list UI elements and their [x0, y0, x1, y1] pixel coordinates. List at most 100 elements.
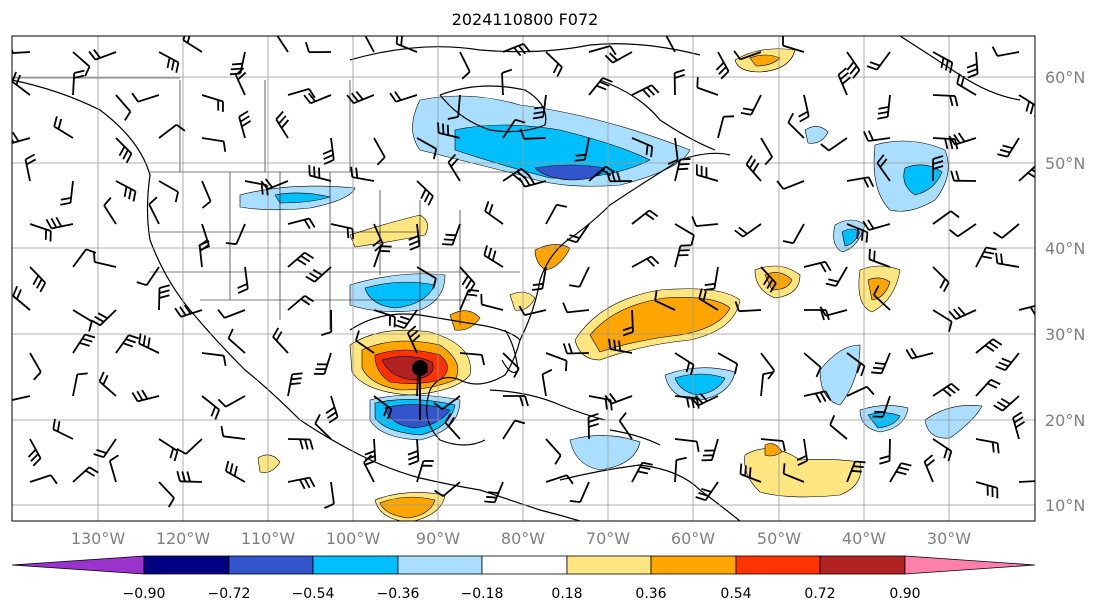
- wind-barb: [803, 260, 832, 273]
- wind-barb: [872, 395, 891, 418]
- wind-barb: [868, 248, 891, 268]
- wind-barb: [72, 69, 85, 96]
- wind-barb: [434, 481, 461, 497]
- colorbar-tick-label: 0.72: [804, 586, 835, 602]
- wind-barb: [287, 295, 314, 311]
- wind-barb: [734, 301, 762, 313]
- wind-barb: [350, 166, 375, 182]
- wind-barb: [182, 36, 203, 53]
- coast-west: [12, 79, 581, 521]
- wind-barb: [562, 302, 590, 314]
- wind-barbs: [12, 36, 1035, 509]
- wind-barb: [674, 352, 695, 376]
- wind-barb: [674, 438, 700, 452]
- wind-barb: [29, 223, 52, 242]
- wind-barb: [966, 51, 979, 79]
- wind-barb: [566, 223, 590, 244]
- wind-barb: [604, 393, 633, 405]
- lat-axis: 60°N 50°N 40°N 30°N 20°N 10°N: [1045, 68, 1085, 515]
- wind-barb: [325, 395, 339, 424]
- wind-barb: [993, 395, 1020, 412]
- wind-barb: [433, 395, 461, 410]
- wind-barb: [217, 395, 246, 408]
- colorbar-bin: [650, 555, 737, 575]
- colorbar-bin: [819, 555, 906, 575]
- wind-barb: [1012, 411, 1025, 440]
- colorbar-bin: [481, 555, 568, 575]
- wind-barb: [846, 352, 866, 377]
- wind-barb: [136, 266, 160, 287]
- wind-barb: [363, 454, 375, 483]
- wind-barb: [715, 51, 730, 80]
- wind-barb: [876, 154, 891, 182]
- wind-barb: [587, 412, 599, 440]
- wind-barb: [932, 155, 944, 182]
- wind-barb: [846, 176, 875, 188]
- wind-barb: [631, 137, 654, 158]
- wind-barb: [308, 165, 332, 182]
- wind-barb: [873, 285, 891, 311]
- field-west-yellow: [257, 454, 281, 473]
- wind-barb: [321, 309, 333, 336]
- wind-barb: [588, 77, 613, 96]
- wind-barb: [45, 216, 74, 230]
- wind-barb: [322, 137, 335, 165]
- lat-label: 40°N: [1045, 239, 1085, 258]
- field-pac-orange: [379, 496, 436, 519]
- wind-barb: [618, 412, 633, 440]
- wind-barb: [631, 209, 659, 225]
- wind-barb: [606, 170, 633, 183]
- wind-barb: [820, 137, 848, 152]
- wind-barb: [355, 330, 375, 354]
- wind-barb: [846, 460, 866, 483]
- wind-barb: [131, 389, 160, 403]
- wind-barb: [889, 462, 912, 483]
- wind-barb: [287, 476, 316, 490]
- wind-barb: [760, 266, 777, 293]
- wind-barb: [531, 266, 547, 291]
- wind-barb: [416, 137, 438, 160]
- wind-barb: [502, 168, 530, 182]
- wind-barb: [695, 164, 719, 182]
- coast-carib: [609, 429, 661, 446]
- wind-barb: [217, 309, 246, 319]
- colorbar-tick-label: 0.18: [551, 586, 582, 602]
- wind-barb: [545, 51, 563, 77]
- wind-barb: [674, 158, 691, 182]
- wind-barb: [276, 36, 289, 53]
- wind-barb: [53, 116, 74, 139]
- lon-label: 130°W: [71, 529, 126, 548]
- colorbar-ticks: −0.90 −0.72 −0.54 −0.36 −0.18 0.18 0.36 …: [123, 586, 921, 602]
- wind-barb: [1018, 305, 1035, 317]
- wind-barb: [734, 223, 762, 238]
- wind-barb: [373, 245, 392, 268]
- wind-barb: [234, 67, 247, 96]
- gridlines: [12, 36, 1035, 521]
- wind-barb: [932, 438, 953, 462]
- wind-barb: [227, 328, 246, 354]
- wind-barb: [690, 392, 719, 407]
- wind-barb: [131, 92, 160, 103]
- wind-barb: [158, 180, 179, 203]
- wind-barb: [416, 180, 434, 206]
- wind-barb: [447, 94, 461, 120]
- wind-barb: [829, 414, 848, 440]
- colorbar-bin: [228, 555, 314, 575]
- colorbar-bin: [397, 555, 483, 575]
- wind-barb: [717, 115, 735, 139]
- wind-barb: [631, 84, 660, 98]
- wind-barb: [408, 223, 421, 251]
- wind-barb: [932, 382, 960, 397]
- wind-barb: [372, 223, 384, 252]
- wind-barb: [879, 438, 891, 465]
- coast-hudson: [439, 85, 547, 133]
- wind-barb: [238, 110, 252, 139]
- wind-barb: [201, 137, 227, 152]
- wind-barb: [148, 196, 160, 225]
- wind-barb: [198, 240, 211, 268]
- wind-barb: [373, 395, 393, 420]
- colorbar-tick-label: −0.18: [461, 586, 504, 602]
- wind-barb: [948, 132, 977, 146]
- wind-barb: [201, 94, 224, 112]
- wind-barb: [201, 180, 212, 209]
